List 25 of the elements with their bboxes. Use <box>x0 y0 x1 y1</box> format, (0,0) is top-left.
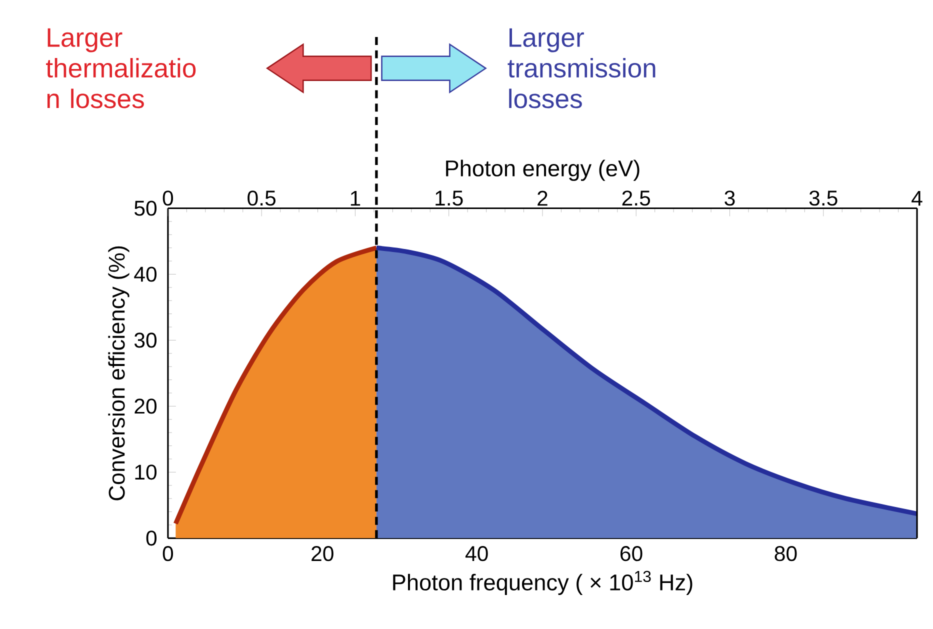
text: Larger thermalizatio n losses <box>46 28 196 108</box>
x2-tick-label: 3 <box>724 190 735 206</box>
y-tick-label: 40 <box>134 266 157 282</box>
x2-axis-title: Photon energy (eV) <box>446 160 640 181</box>
y-tick-label: 30 <box>134 332 157 348</box>
x-tick-label: 80 <box>774 546 797 562</box>
x2-tick-label: 2.5 <box>622 190 650 206</box>
x-tick-label: 60 <box>620 546 642 562</box>
y-axis-title: Conversion efficiency (%) <box>108 246 130 500</box>
x2-tick-label: 3.5 <box>809 190 838 206</box>
x2-tick-label: 0.5 <box>248 190 276 206</box>
x2-tick-label: 4 <box>912 190 922 206</box>
text: Larger transmission losses <box>508 28 656 108</box>
x-tick-label: 40 <box>465 546 488 562</box>
x2-tick-label: 0 <box>162 190 174 206</box>
x2-tick-label: 2 <box>538 190 548 206</box>
x-tick-label: 20 <box>312 546 334 562</box>
x-tick-label: 0 <box>162 546 174 562</box>
x2-tick-label: 1.5 <box>436 190 463 206</box>
x-axis-title: Photon frequency ( × 10$^{13}$ Hz) <box>393 570 692 595</box>
y-tick-label: 50 <box>134 200 157 216</box>
y-tick-label: 0 <box>146 530 157 546</box>
y-tick-label: 20 <box>134 398 157 414</box>
y-tick-label: 10 <box>135 464 157 480</box>
x2-tick-label: 1 <box>350 190 360 206</box>
